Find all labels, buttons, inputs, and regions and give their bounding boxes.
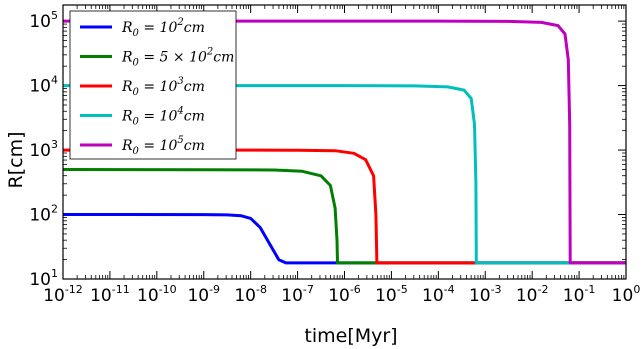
series-line xyxy=(63,148,626,265)
series-line xyxy=(62,168,626,265)
y-tick-label: 104 xyxy=(29,74,58,97)
legend: R0 = 102cm R0 = 5 × 102cm R0 = 103cm R0 = 1… xyxy=(69,10,237,160)
x-tick-label: 10-5 xyxy=(375,283,408,306)
legend-label: R0 = 5 × 102cm xyxy=(121,47,234,69)
y-tick-label: 102 xyxy=(29,203,58,226)
x-axis-label: time[Myr] xyxy=(304,325,397,347)
x-tick-label: 100 xyxy=(612,283,641,306)
series-line xyxy=(63,84,626,265)
y-tick-label: 105 xyxy=(29,9,58,32)
legend-label: R0 = 104cm xyxy=(121,106,205,128)
y-axis-label: R[cm] xyxy=(5,132,27,189)
series-lines xyxy=(62,19,626,265)
legend-label: R0 = 103cm xyxy=(121,76,205,98)
x-tick-label: 10-4 xyxy=(422,283,455,306)
plot-frame xyxy=(62,4,627,280)
series-line xyxy=(62,213,626,265)
legend-label: R0 = 102cm xyxy=(121,17,205,39)
axis-ticks xyxy=(62,5,627,280)
y-tick-label: 101 xyxy=(29,267,58,290)
series-line xyxy=(63,19,626,265)
x-tick-label: 10-11 xyxy=(90,283,130,306)
x-tick-label: 10-3 xyxy=(469,283,502,306)
x-tick-label: 10-6 xyxy=(328,283,361,306)
x-tick-label: 10-9 xyxy=(187,283,220,306)
x-tick-label: 10-10 xyxy=(137,283,177,306)
legend-label: R0 = 105cm xyxy=(121,135,205,157)
x-tick-label: 10-8 xyxy=(234,283,267,306)
x-tick-label: 10-1 xyxy=(563,283,596,306)
x-tick-label: 10-7 xyxy=(281,283,314,306)
y-tick-label: 103 xyxy=(29,138,58,161)
x-tick-label: 10-2 xyxy=(516,283,549,306)
x-tick-label: 10-12 xyxy=(43,283,83,306)
tick-labels: 10-12 10-11 10-10 10-9 10-8 10-7 10-6 10-5 10-4 1… xyxy=(29,9,640,306)
